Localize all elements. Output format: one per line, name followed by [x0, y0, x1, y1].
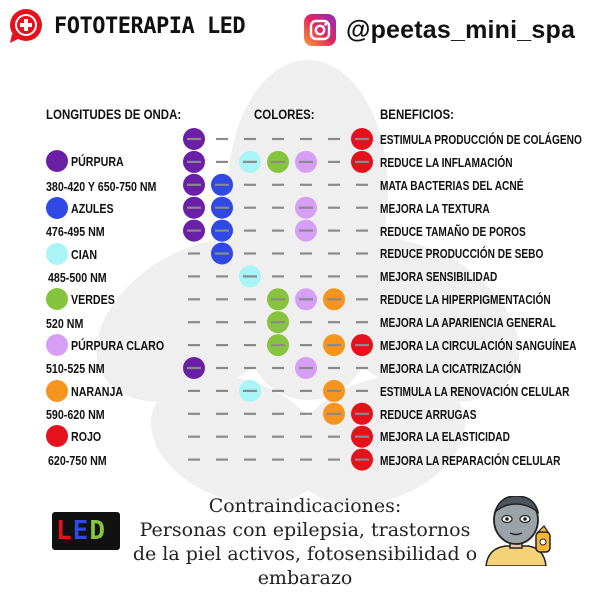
page-title: FOTOTERAPIA LED: [54, 13, 246, 39]
legend-label: CIAN: [71, 246, 98, 262]
led-letter: D: [89, 516, 106, 546]
instagram-handle[interactable]: @peetas_mini_spa: [346, 15, 576, 44]
legend-label: PÚRPURA: [71, 153, 124, 169]
orange-dot-icon: [46, 380, 68, 402]
purple-dot-icon: [46, 150, 68, 172]
benefit-item: MEJORA LA ELASTICIDAD: [380, 429, 510, 444]
green-dot-icon: [46, 288, 68, 310]
benefit-item: MEJORA LA TEXTURA: [380, 201, 490, 216]
legend-label: PÚRPURA CLARO: [71, 337, 165, 353]
contraindications-title: Contraindicaciones:: [208, 495, 402, 517]
contraindications-line: Personas con epilepsia, trastornos: [139, 519, 471, 541]
benefit-item: ESTIMULA PRODUCCIÓN DE COLÁGENO: [380, 132, 582, 147]
legend-range: 485-500 NM: [48, 270, 107, 285]
benefit-item: MEJORA LA REPARACIÓN CELULAR: [380, 453, 561, 468]
legend-label: VERDES: [71, 291, 115, 307]
header-left: FOTOTERAPIA LED: [8, 8, 246, 44]
legend-item-rojo: ROJO: [46, 425, 108, 447]
wavelengths-heading: LONGITUDES DE ONDA:: [46, 106, 182, 122]
led-sign-icon: LED: [52, 512, 120, 550]
legend-label: ROJO: [71, 428, 102, 444]
plus-bubble-icon: [10, 9, 42, 43]
face-mask-icon: [485, 496, 551, 566]
benefit-item: MEJORA SENSIBILIDAD: [380, 269, 498, 284]
legend-item-purpura: PÚRPURA: [46, 150, 135, 172]
benefit-item: REDUCE PRODUCCIÓN DE SEBO: [380, 246, 544, 261]
instagram-icon: [304, 14, 336, 46]
legend-label: NARANJA: [71, 383, 124, 399]
blue-dot-icon: [46, 197, 68, 219]
contraindications-block: Contraindicaciones: Personas con epileps…: [120, 494, 490, 590]
legend-range: 590-620 NM: [46, 407, 105, 422]
benefit-item: REDUCE TAMAÑO DE POROS: [380, 224, 526, 239]
legend-item-naranja: NARANJA: [46, 380, 135, 402]
benefit-item: MEJORA LA CICATRIZACIÓN: [380, 361, 522, 376]
legend-item-verdes: VERDES: [46, 288, 124, 310]
red-dot-icon: [46, 425, 68, 447]
legend-range: 520 NM: [46, 316, 84, 331]
led-letter: E: [72, 516, 90, 546]
led-letter: L: [56, 516, 73, 546]
legend-range: 380-420 Y 650-750 NM: [46, 179, 157, 194]
legend-label: AZULES: [71, 200, 114, 216]
legend-range: 510-525 NM: [46, 361, 105, 376]
benefit-item: MATA BACTERIAS DEL ACNÉ: [380, 178, 524, 193]
contraindications-line: embarazo: [257, 567, 353, 589]
benefit-item: ESTIMULA LA RENOVACIÓN CELULAR: [380, 384, 570, 399]
benefit-item: MEJORA LA APARIENCIA GENERAL: [380, 315, 556, 330]
light-purple-dot-icon: [46, 334, 68, 356]
legend-item-cian: CIAN: [46, 243, 103, 265]
contraindications-line: de la piel activos, fotosensibilidad o: [132, 543, 478, 565]
header-right: @peetas_mini_spa: [304, 14, 575, 46]
benefit-item: REDUCE LA INFLAMACIÓN: [380, 155, 513, 170]
cyan-dot-icon: [46, 243, 68, 265]
background-flower-icon: [96, 60, 520, 505]
benefit-item: MEJORA LA CIRCULACIÓN SANGUÍNEA: [380, 338, 577, 353]
benefit-item: REDUCE LA HIPERPIGMENTACIÓN: [380, 292, 551, 307]
benefits-heading: BENEFICIOS:: [380, 106, 454, 122]
benefit-item: REDUCE ARRUGAS: [380, 407, 477, 422]
legend-range: 476-495 NM: [46, 224, 105, 239]
legend-range: 620-750 NM: [48, 453, 107, 468]
legend-item-purpura-claro: PÚRPURA CLARO: [46, 334, 185, 356]
colors-heading: COLORES:: [254, 106, 315, 122]
led-letters: LED: [56, 515, 106, 547]
legend-item-azules: AZULES: [46, 197, 123, 219]
